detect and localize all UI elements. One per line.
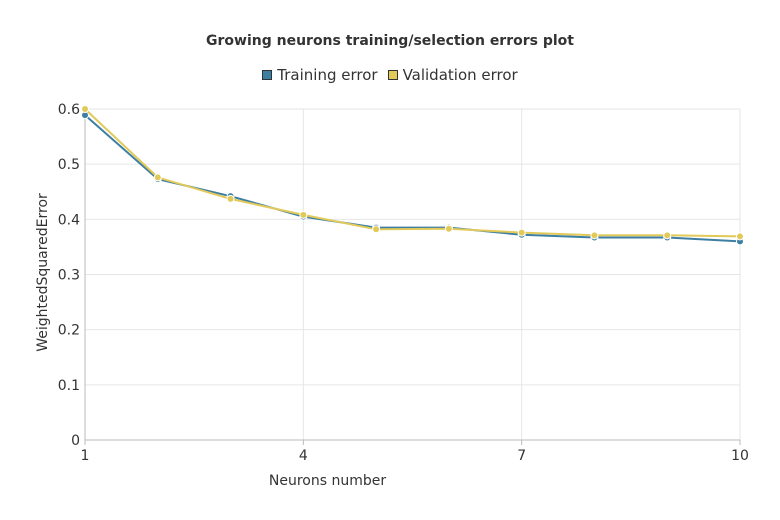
y-tick-label: 0.5 bbox=[58, 157, 80, 173]
y-tick-label: 0 bbox=[71, 433, 80, 449]
y-tick-label: 0.1 bbox=[58, 378, 80, 394]
legend-item-validation[interactable]: Validation error bbox=[387, 66, 518, 84]
x-tick-label: 4 bbox=[299, 448, 308, 464]
legend-label-validation: Validation error bbox=[402, 66, 518, 84]
series-line-0 bbox=[84, 114, 741, 243]
legend-swatch-training bbox=[262, 70, 273, 80]
legend-label-training: Training error bbox=[277, 66, 378, 84]
data-point-1-6 bbox=[517, 228, 526, 237]
y-tick-label: 0.2 bbox=[58, 323, 80, 339]
x-axis-title: Neurons number bbox=[269, 473, 386, 489]
data-point-1-8 bbox=[663, 231, 672, 240]
data-point-1-2 bbox=[226, 194, 235, 203]
data-point-1-3 bbox=[299, 210, 308, 219]
chart-title: Growing neurons training/selection error… bbox=[206, 33, 574, 49]
x-tick-label: 10 bbox=[731, 448, 749, 464]
data-point-1-0 bbox=[81, 105, 89, 113]
y-tick-label: 0.3 bbox=[58, 268, 80, 284]
y-tick-label: 0.6 bbox=[58, 102, 80, 118]
x-tick-label: 7 bbox=[517, 448, 526, 464]
series-line-1 bbox=[84, 108, 741, 238]
data-point-1-7 bbox=[590, 231, 599, 240]
data-point-1-1 bbox=[153, 173, 162, 182]
data-point-1-9 bbox=[736, 232, 744, 241]
legend-item-training[interactable]: Training error bbox=[262, 66, 378, 84]
data-point-1-4 bbox=[372, 225, 381, 234]
y-axis-title: WeightedSquaredError bbox=[35, 193, 51, 352]
x-tick-label: 1 bbox=[81, 448, 90, 464]
legend-swatch-validation bbox=[387, 70, 398, 80]
y-tick-label: 0.4 bbox=[58, 212, 80, 228]
data-point-1-5 bbox=[444, 224, 453, 233]
legend: Training error Validation error bbox=[0, 66, 780, 84]
